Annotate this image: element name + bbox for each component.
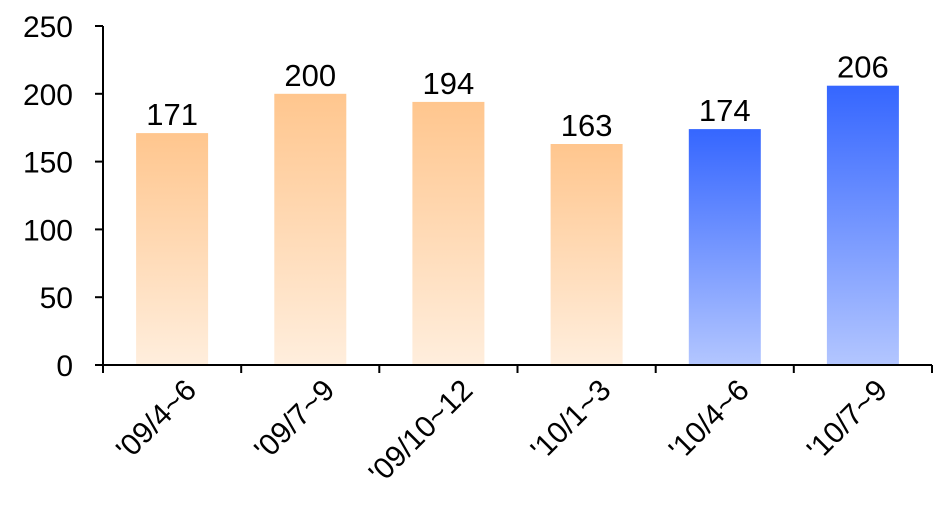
bar-6 <box>826 85 899 365</box>
x-tick-label-1: '09/4~6 <box>110 374 203 467</box>
bar-1 <box>136 133 209 365</box>
x-tick-label-5: '10/4~6 <box>663 374 756 467</box>
bar-5 <box>688 129 761 365</box>
x-tick-label-2: '09/7~9 <box>248 374 341 467</box>
bar-4 <box>550 144 623 365</box>
x-tick-labels-group: '09/4~6 '09/7~9'09/10~12 '10/1~3 '10/4~6 '10… <box>110 374 894 490</box>
data-label-3: 194 <box>423 66 475 101</box>
y-tick-label-50: 50 <box>40 282 73 315</box>
x-tick-label-3: '09/10~12 <box>363 374 479 490</box>
y-tick-label-250: 250 <box>23 11 73 44</box>
data-labels-group: 171 200 194 163 174 206 <box>146 50 889 143</box>
x-tick-label-6: '10/7~9 <box>801 374 894 467</box>
y-tick-labels-group: 0 50 100 150 200 250 <box>23 11 73 383</box>
bar-3 <box>412 101 485 366</box>
y-tick-label-0: 0 <box>56 350 73 383</box>
data-label-5: 174 <box>699 93 751 128</box>
data-label-4: 163 <box>561 108 613 143</box>
axes-group <box>95 25 933 373</box>
y-tick-label-100: 100 <box>23 214 73 247</box>
data-label-2: 200 <box>284 58 336 93</box>
x-tick-label-4: '10/1~3 <box>525 374 618 467</box>
y-tick-label-200: 200 <box>23 79 73 112</box>
data-label-6: 206 <box>837 50 889 85</box>
data-label-1: 171 <box>146 97 198 132</box>
bars-group <box>136 85 899 366</box>
y-tick-label-150: 150 <box>23 147 73 180</box>
bar-2 <box>274 93 347 366</box>
